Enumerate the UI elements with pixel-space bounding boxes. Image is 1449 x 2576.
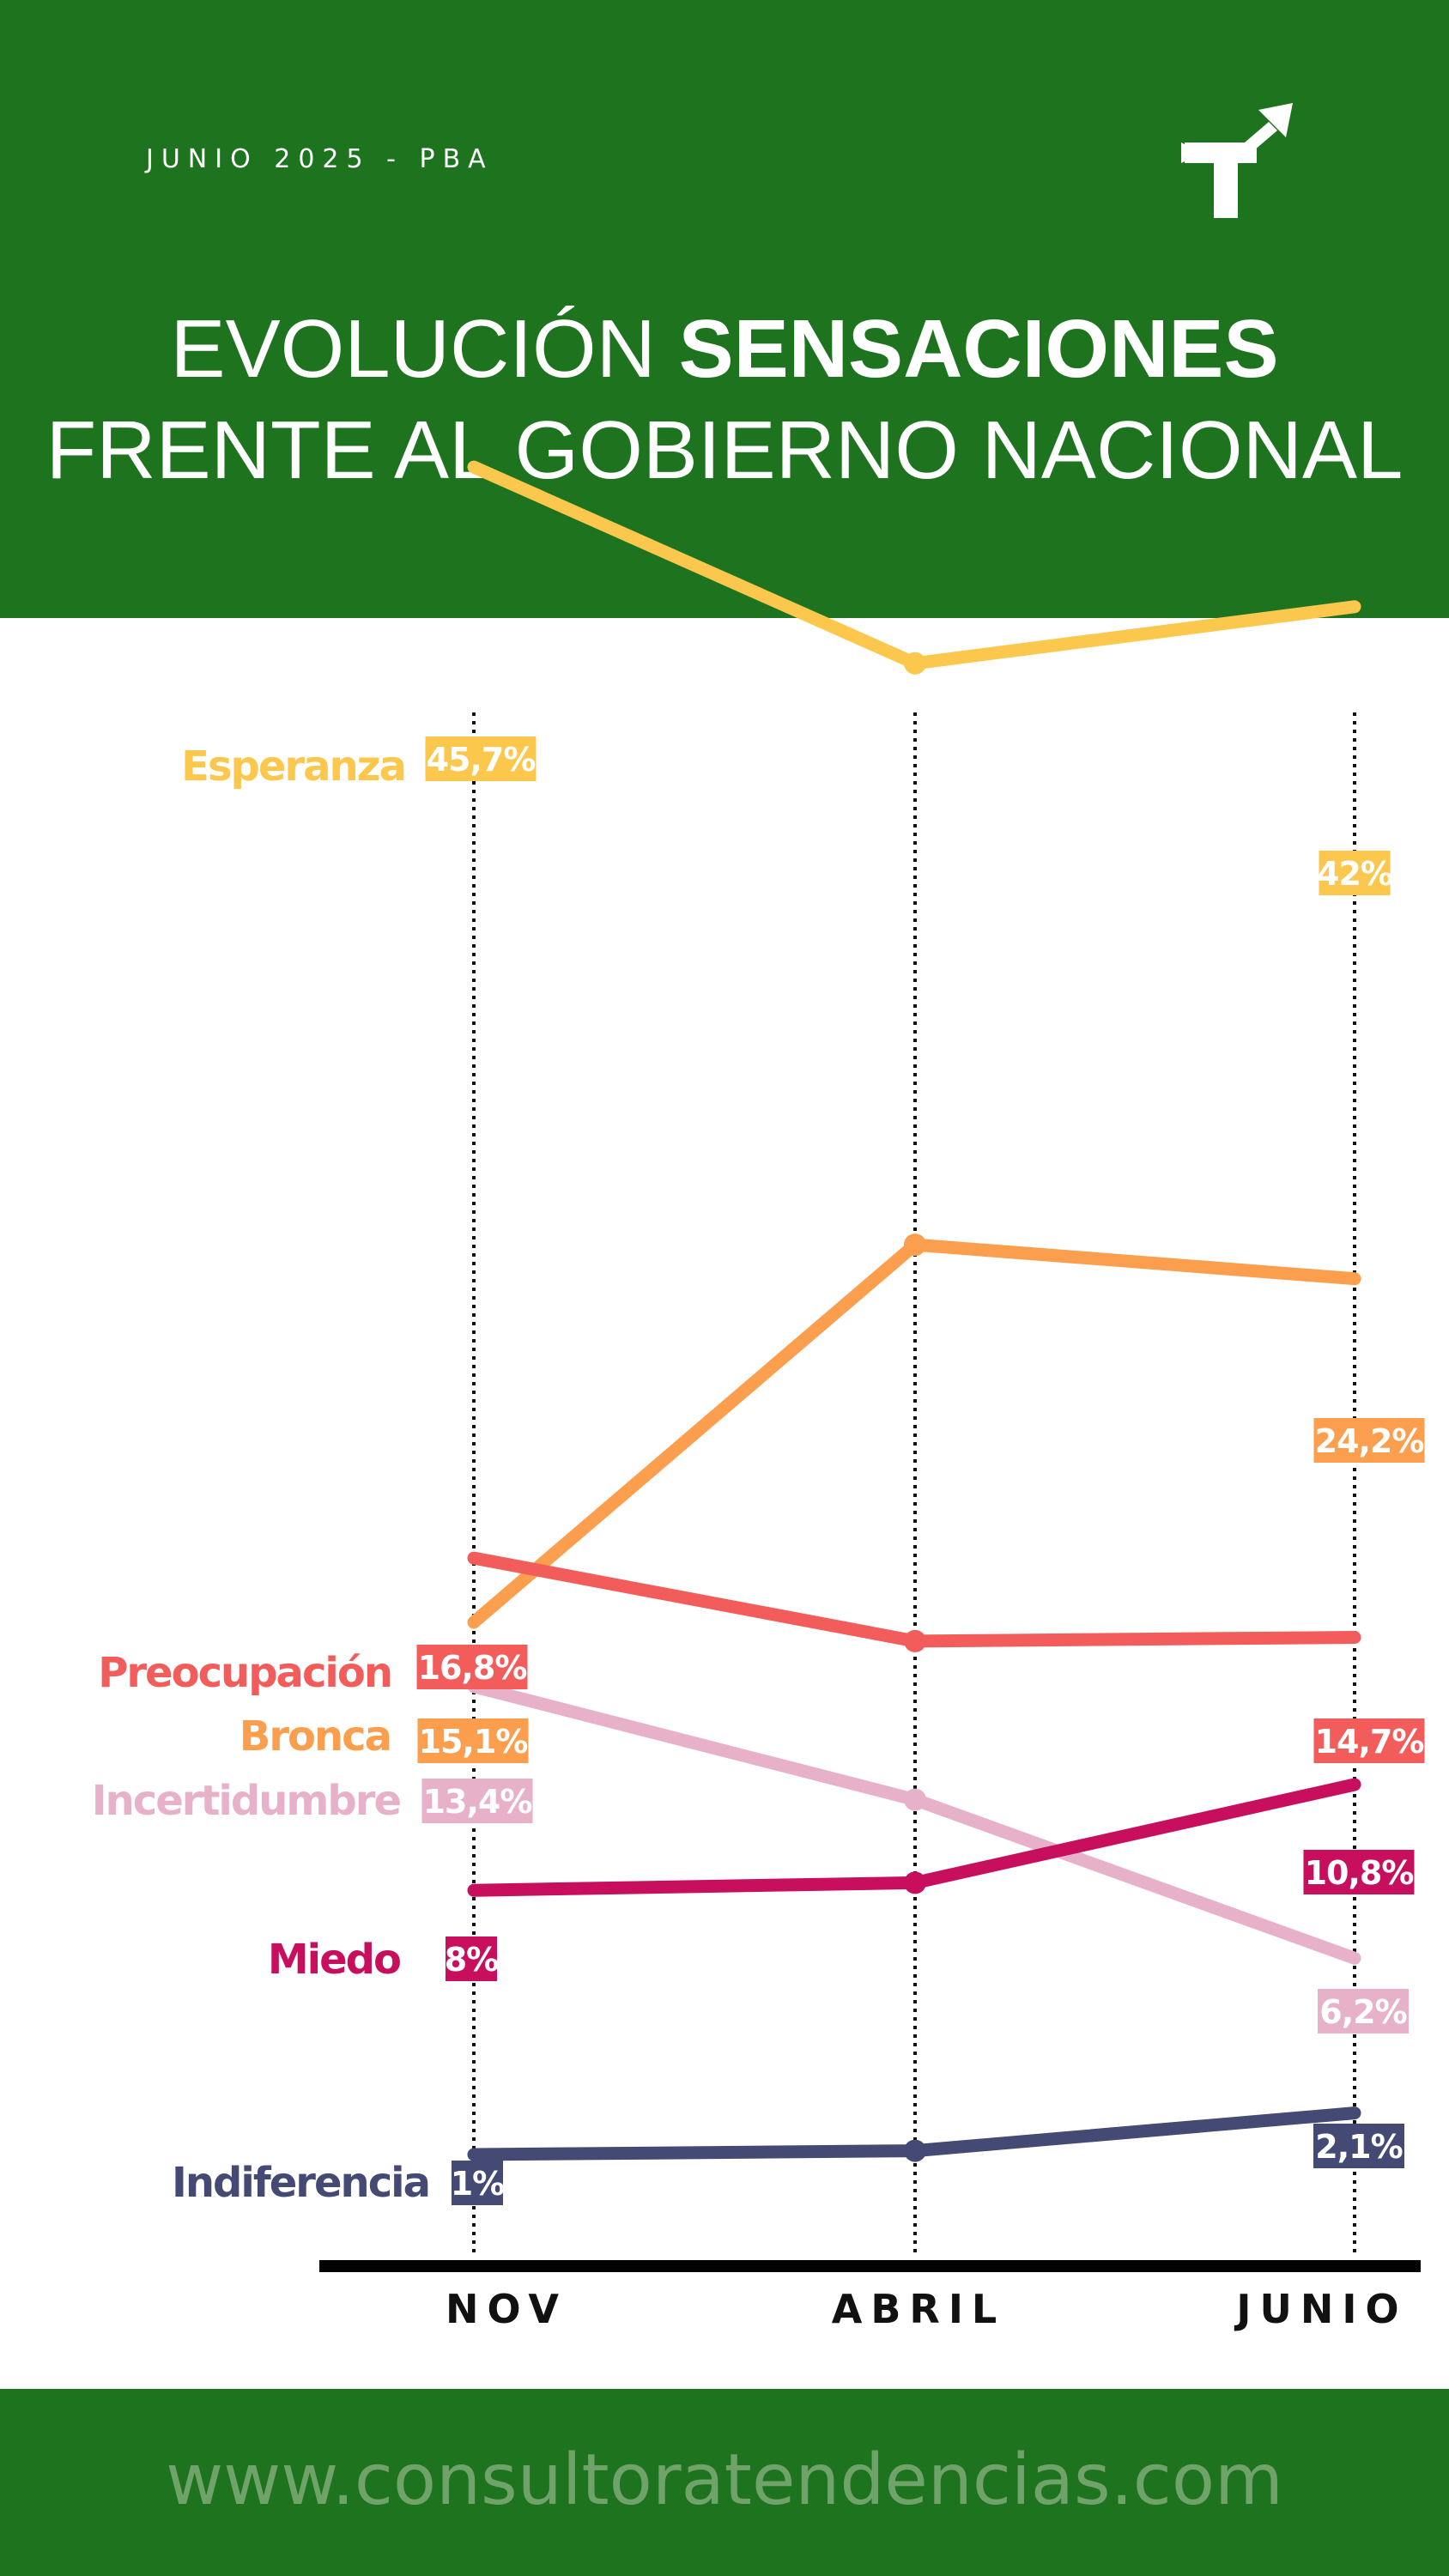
page-title-line1: EVOLUCIÓN SENSACIONES (0, 302, 1449, 397)
series-name-miedo: Miedo (268, 1936, 400, 1984)
data-point-preocupacion-abril (904, 1629, 926, 1652)
x-tick-label-junio: JUNIO (1234, 2286, 1407, 2332)
footer-banner (0, 2389, 1449, 2576)
series-name-bronca: Bronca (239, 1712, 391, 1761)
value-label-bg-incertidumbre-junio (1318, 1989, 1409, 2034)
page-title-line2: FRENTE AL GOBIERNO NACIONAL (45, 404, 1404, 496)
value-label-bg-preocupacion-nov (416, 1645, 528, 1689)
series-name-preocupacion: Preocupación (98, 1649, 391, 1697)
value-label-bg-esperanza-nov (425, 736, 537, 781)
data-point-indiferencia-abril (904, 2139, 926, 2162)
value-label-incertidumbre-nov: 13,4% (423, 1783, 532, 1821)
value-label-esperanza-nov: 45,7% (427, 741, 536, 779)
value-label-indiferencia-nov: 1% (451, 2165, 505, 2203)
value-label-bg-indiferencia-nov (452, 2161, 503, 2205)
value-label-miedo-junio: 10,8% (1305, 1854, 1414, 1892)
value-label-bronca-junio: 24,2% (1315, 1422, 1424, 1460)
data-point-incertidumbre-abril (904, 1788, 926, 1811)
value-label-bg-bronca-nov (417, 1718, 529, 1763)
x-tick-label-nov: NOV (446, 2286, 567, 2332)
value-label-esperanza-junio: 42% (1317, 855, 1392, 893)
series-name-incertidumbre: Incertidumbre (92, 1777, 401, 1825)
data-point-esperanza-abril (904, 652, 926, 675)
value-label-indiferencia-junio: 2,1% (1315, 2128, 1402, 2166)
series-name-indiferencia: Indiferencia (172, 2159, 429, 2207)
value-label-bg-preocupacion-junio (1313, 1718, 1425, 1763)
value-label-bg-miedo-nov (446, 1937, 497, 1981)
value-label-miedo-nov: 8% (445, 1941, 499, 1979)
value-label-bronca-nov: 15,1% (419, 1723, 528, 1761)
value-label-bg-indiferencia-junio (1313, 2124, 1404, 2168)
series-line-esperanza (467, 460, 1361, 670)
date-label: JUNIO 2025 - PBA (146, 144, 494, 174)
value-label-preocupacion-nov: 16,8% (418, 1649, 527, 1687)
website-link[interactable]: www.consultoratendencias.com (166, 2440, 1283, 2521)
x-tick-label-abril: ABRIL (832, 2286, 1006, 2332)
value-label-bg-miedo-junio (1303, 1850, 1415, 1894)
data-point-miedo-abril (904, 1871, 926, 1894)
value-label-preocupacion-junio: 14,7% (1315, 1723, 1424, 1761)
value-label-bg-esperanza-junio (1319, 851, 1391, 895)
value-label-bg-bronca-junio (1313, 1418, 1425, 1463)
tendencias-logo-icon (1181, 103, 1293, 218)
title-bold-part: SENSACIONES (678, 303, 1279, 395)
value-label-bg-incertidumbre-nov (421, 1779, 533, 1823)
data-point-bronca-abril (904, 1233, 926, 1257)
series-name-esperanza: Esperanza (181, 742, 405, 791)
value-label-incertidumbre-junio: 6,2% (1319, 1993, 1406, 2031)
title-light-part: EVOLUCIÓN (170, 303, 679, 395)
header-banner: JUNIO 2025 - PBA EVOLUCIÓN SENSACIONES F… (0, 0, 1449, 618)
